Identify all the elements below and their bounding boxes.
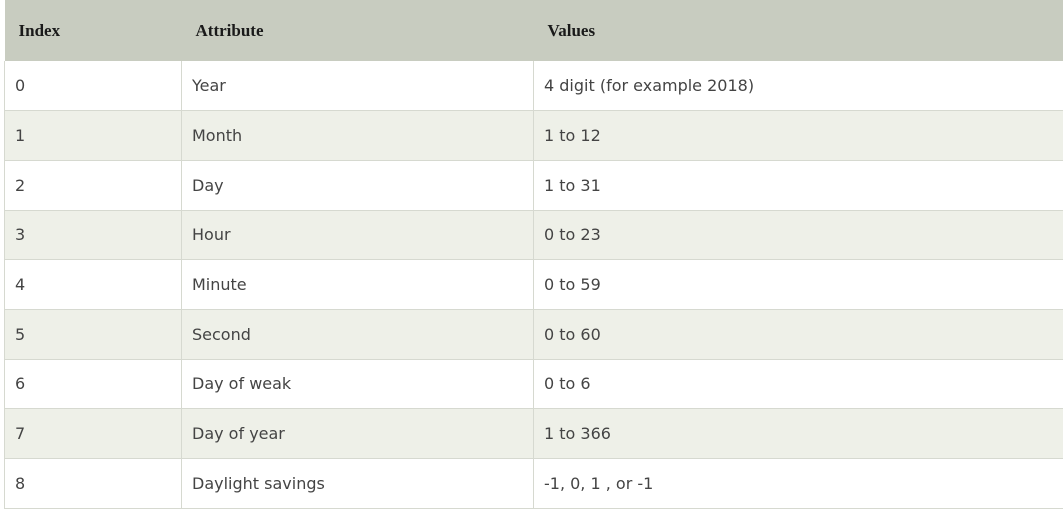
table-header-row: Index Attribute Values: [4, 0, 1063, 61]
cell-attribute: Daylight savings: [181, 458, 534, 509]
cell-attribute: Hour: [181, 210, 534, 261]
cell-index: 5: [4, 309, 182, 360]
cell-index: 7: [4, 408, 182, 459]
cell-attribute: Second: [181, 309, 534, 360]
time-attributes-table-container: Index Attribute Values 0 Year 4 digit (f…: [4, 0, 1063, 509]
cell-index: 6: [4, 359, 182, 410]
table-row: 2 Day 1 to 31: [4, 160, 1063, 211]
table-row: 6 Day of weak 0 to 6: [4, 359, 1063, 410]
cell-values: -1, 0, 1 , or -1: [533, 458, 1063, 509]
cell-index: 2: [4, 160, 182, 211]
cell-values: 0 to 60: [533, 309, 1063, 360]
cell-values: 4 digit (for example 2018): [533, 61, 1063, 112]
cell-index: 1: [4, 110, 182, 161]
cell-index: 0: [4, 61, 182, 112]
cell-attribute: Day of weak: [181, 359, 534, 410]
cell-attribute: Minute: [181, 259, 534, 310]
cell-attribute: Month: [181, 110, 534, 161]
cell-index: 4: [4, 259, 182, 310]
table-row: 8 Daylight savings -1, 0, 1 , or -1: [4, 458, 1063, 509]
cell-values: 1 to 31: [533, 160, 1063, 211]
table-row: 4 Minute 0 to 59: [4, 259, 1063, 310]
cell-index: 8: [4, 458, 182, 509]
cell-values: 0 to 6: [533, 359, 1063, 410]
table-row: 1 Month 1 to 12: [4, 110, 1063, 161]
cell-index: 3: [4, 210, 182, 261]
cell-values: 0 to 59: [533, 259, 1063, 310]
table-row: 3 Hour 0 to 23: [4, 210, 1063, 261]
header-index: Index: [18, 20, 61, 40]
cell-values: 1 to 366: [533, 408, 1063, 459]
cell-attribute: Year: [181, 61, 534, 112]
cell-values: 1 to 12: [533, 110, 1063, 161]
cell-values: 0 to 23: [533, 210, 1063, 261]
table-row: 5 Second 0 to 60: [4, 309, 1063, 360]
header-values: Values: [547, 20, 596, 40]
table-row: 7 Day of year 1 to 366: [4, 408, 1063, 459]
time-attributes-table: Index Attribute Values 0 Year 4 digit (f…: [4, 0, 1063, 509]
table-row: 0 Year 4 digit (for example 2018): [4, 61, 1063, 112]
header-attribute: Attribute: [195, 20, 264, 40]
cell-attribute: Day of year: [181, 408, 534, 459]
cell-attribute: Day: [181, 160, 534, 211]
